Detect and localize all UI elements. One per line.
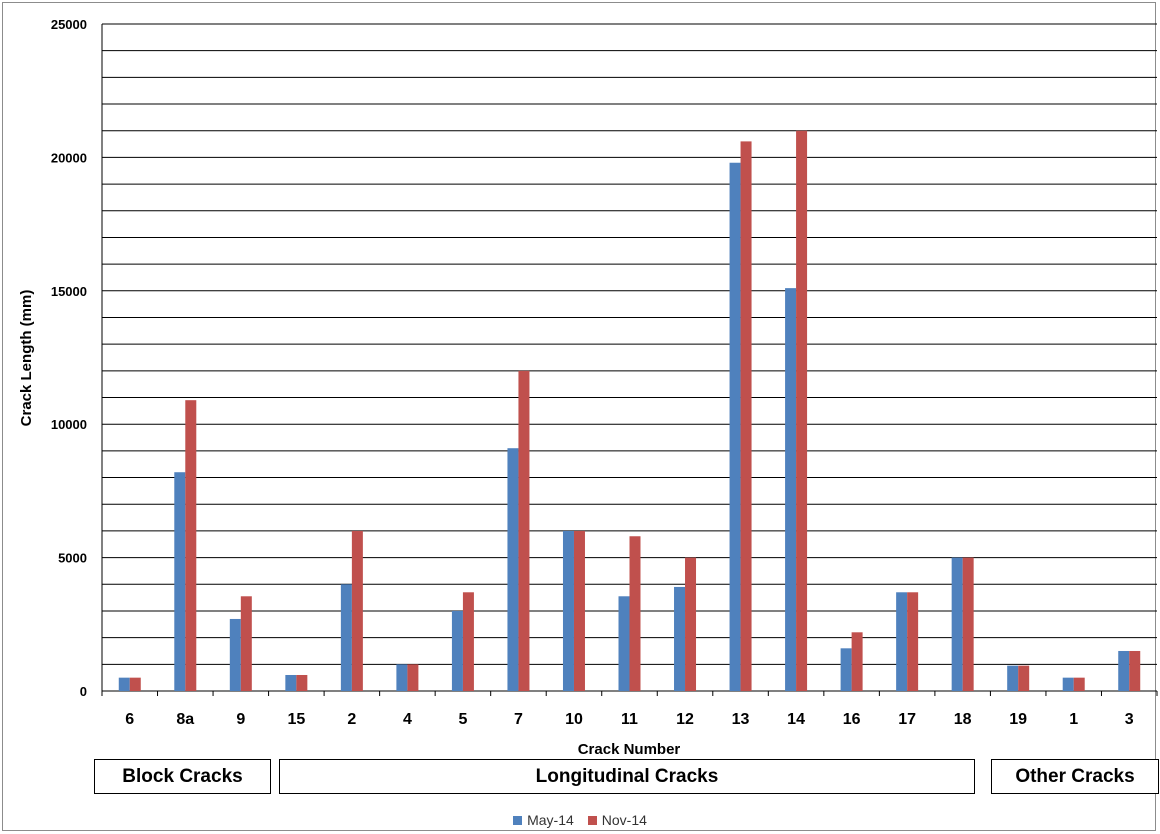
legend-label-nov: Nov-14	[601, 812, 647, 828]
bar-may-2	[340, 584, 352, 691]
bar-nov-12	[685, 557, 697, 691]
y-tick-label: 0	[80, 684, 87, 699]
bar-nov-8a	[185, 400, 197, 691]
y-axis-title: Crack Length (mm)	[18, 290, 35, 427]
legend-swatch-may	[513, 815, 523, 825]
bar-nov-11	[629, 536, 641, 691]
x-tick-label: 6	[125, 711, 134, 728]
x-tick-label: 17	[898, 711, 916, 728]
bar-nov-2	[351, 530, 363, 691]
x-tick-label: 5	[458, 711, 467, 728]
bar-nov-4	[407, 664, 419, 691]
x-tick-label: 9	[236, 711, 245, 728]
x-tick-label: 12	[676, 711, 694, 728]
group-box-block-cracks: Block Cracks	[94, 759, 271, 794]
legend-swatch-nov	[587, 815, 597, 825]
bar-nov-19	[1018, 665, 1030, 691]
x-tick-label: 3	[1125, 711, 1134, 728]
bar-may-6	[118, 677, 130, 691]
y-tick-label: 20000	[51, 150, 87, 165]
legend: May-14 Nov-14	[0, 812, 1160, 828]
bar-nov-13	[740, 141, 752, 692]
bar-may-3	[1118, 650, 1130, 691]
bar-nov-17	[907, 592, 919, 691]
y-tick-labels: 0 5000 10000 15000 20000 25000	[51, 17, 87, 699]
bars	[118, 130, 1141, 692]
bar-may-8a	[174, 472, 186, 691]
bar-nov-6	[129, 677, 141, 691]
legend-item-nov: Nov-14	[587, 812, 647, 828]
group-box-longitudinal-cracks: Longitudinal Cracks	[279, 759, 975, 794]
x-tick-label: 7	[514, 711, 523, 728]
x-tick-label: 15	[287, 711, 305, 728]
x-tick-label: 2	[347, 711, 356, 728]
x-tick-label: 18	[954, 711, 972, 728]
x-tick-label: 1	[1069, 711, 1078, 728]
bar-may-11	[618, 596, 630, 691]
bar-nov-9	[240, 596, 252, 691]
x-tick-label: 4	[403, 711, 412, 728]
bar-may-13	[729, 162, 741, 692]
y-tick-label: 25000	[51, 17, 87, 32]
y-tick-label: 5000	[58, 551, 87, 566]
x-tick-label: 11	[621, 711, 638, 728]
bar-may-5	[451, 610, 463, 691]
y-tick-label: 15000	[51, 284, 87, 299]
bar-may-10	[562, 530, 574, 691]
group-box-other-cracks: Other Cracks	[991, 759, 1159, 794]
bar-may-17	[896, 592, 908, 691]
bar-may-15	[285, 674, 297, 691]
bar-may-9	[229, 618, 241, 691]
x-tick-labels: 6 8a 9 15 2 4 5 7 10 11 12 13 14 16 17 18 19 1 3	[125, 711, 1133, 728]
bar-may-16	[840, 648, 852, 691]
bar-may-18	[951, 557, 963, 691]
bar-may-1	[1062, 677, 1074, 691]
bar-nov-10	[573, 530, 585, 691]
bar-nov-16	[851, 632, 863, 691]
legend-label-may: May-14	[527, 812, 574, 828]
gridlines	[101, 23, 1158, 696]
bar-nov-7	[518, 370, 530, 691]
legend-item-may: May-14	[513, 812, 574, 828]
bar-may-14	[785, 288, 797, 691]
bar-nov-14	[796, 130, 808, 692]
x-tick-label: 16	[843, 711, 861, 728]
bar-nov-18	[962, 557, 974, 691]
x-axis-title: Crack Number	[578, 741, 681, 758]
bar-nov-1	[1073, 677, 1085, 691]
x-tick-label: 13	[732, 711, 750, 728]
bar-may-12	[674, 586, 686, 691]
x-tick-label: 10	[565, 711, 583, 728]
x-tick-label: 8a	[176, 711, 194, 728]
bar-nov-5	[462, 592, 474, 691]
bar-nov-3	[1129, 650, 1141, 691]
x-tick-label: 14	[787, 711, 805, 728]
bar-nov-15	[296, 674, 308, 691]
bar-may-7	[507, 448, 519, 691]
bar-may-4	[396, 664, 408, 691]
bar-may-19	[1007, 665, 1019, 691]
y-tick-label: 10000	[51, 417, 87, 432]
x-tick-label: 19	[1009, 711, 1027, 728]
